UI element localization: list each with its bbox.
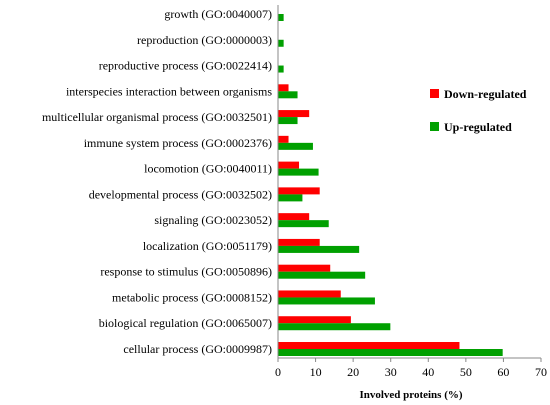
bar-down-13	[278, 342, 460, 349]
legend-label: Down-regulated	[444, 87, 527, 101]
bar-up-7	[278, 194, 303, 202]
x-tick-label: 0	[275, 365, 281, 379]
category-label: biological regulation (GO:0065007)	[99, 316, 272, 330]
x-tick-label: 20	[347, 365, 359, 379]
category-label: growth (GO:0040007)	[164, 7, 272, 21]
bar-up-11	[278, 297, 375, 305]
x-tick-label: 10	[310, 365, 322, 379]
category-label: reproductive process (GO:0022414)	[99, 59, 272, 73]
bar-up-6	[278, 168, 319, 176]
category-label: localization (GO:0051179)	[143, 239, 272, 253]
bar-down-10	[278, 264, 331, 272]
x-tick-label: 40	[422, 365, 434, 379]
bar-down-9	[278, 238, 320, 246]
category-label: locomotion (GO:0040011)	[144, 162, 272, 176]
bar-down-5	[278, 135, 289, 143]
category-label: metabolic process (GO:0008152)	[112, 290, 272, 304]
category-labels: growth (GO:0040007) reproduction (GO:0000…	[42, 7, 272, 356]
bar-down-3	[278, 84, 289, 92]
category-label: developmental process (GO:0032502)	[89, 187, 272, 201]
x-tick-label: 60	[497, 365, 509, 379]
bar-up-8	[278, 220, 329, 228]
bar-up-5	[278, 142, 313, 150]
bar-up-9	[278, 245, 360, 253]
bars-layer	[278, 14, 503, 356]
bar-up-12	[278, 323, 391, 331]
category-label: cellular process (GO:0009987)	[123, 342, 272, 356]
category-label: multicellular organismal process (GO:003…	[42, 110, 272, 124]
bar-down-4	[278, 110, 310, 118]
bar-up-4	[278, 117, 298, 125]
bar-down-6	[278, 161, 300, 169]
legend-label: Up-regulated	[444, 120, 512, 134]
x-axis: 0 10 20 30 40 50 60 70	[275, 5, 547, 379]
bar-up-0	[278, 14, 284, 21]
category-label: immune system process (GO:0002376)	[84, 136, 272, 150]
bar-up-13	[278, 349, 503, 356]
bar-up-1	[278, 39, 284, 47]
bar-up-10	[278, 271, 366, 279]
bar-down-7	[278, 187, 320, 195]
bar-down-12	[278, 316, 351, 324]
bar-up-3	[278, 91, 298, 99]
category-label: interspecies interaction between organis…	[66, 84, 272, 98]
category-label: reproduction (GO:0000003)	[137, 33, 272, 47]
bar-up-2	[278, 65, 284, 73]
bar-down-8	[278, 213, 310, 221]
legend-swatch-1	[430, 122, 439, 131]
x-tick-label: 30	[385, 365, 397, 379]
legend: Down-regulated Up-regulated	[430, 87, 527, 134]
category-label: response to stimulus (GO:0050896)	[100, 265, 272, 279]
x-tick-label: 70	[535, 365, 547, 379]
category-label: signaling (GO:0023052)	[154, 213, 272, 227]
x-axis-title: Involved proteins (%)	[359, 389, 462, 401]
legend-swatch-0	[430, 89, 439, 98]
x-tick-label: 50	[460, 365, 472, 379]
bar-down-11	[278, 290, 341, 298]
